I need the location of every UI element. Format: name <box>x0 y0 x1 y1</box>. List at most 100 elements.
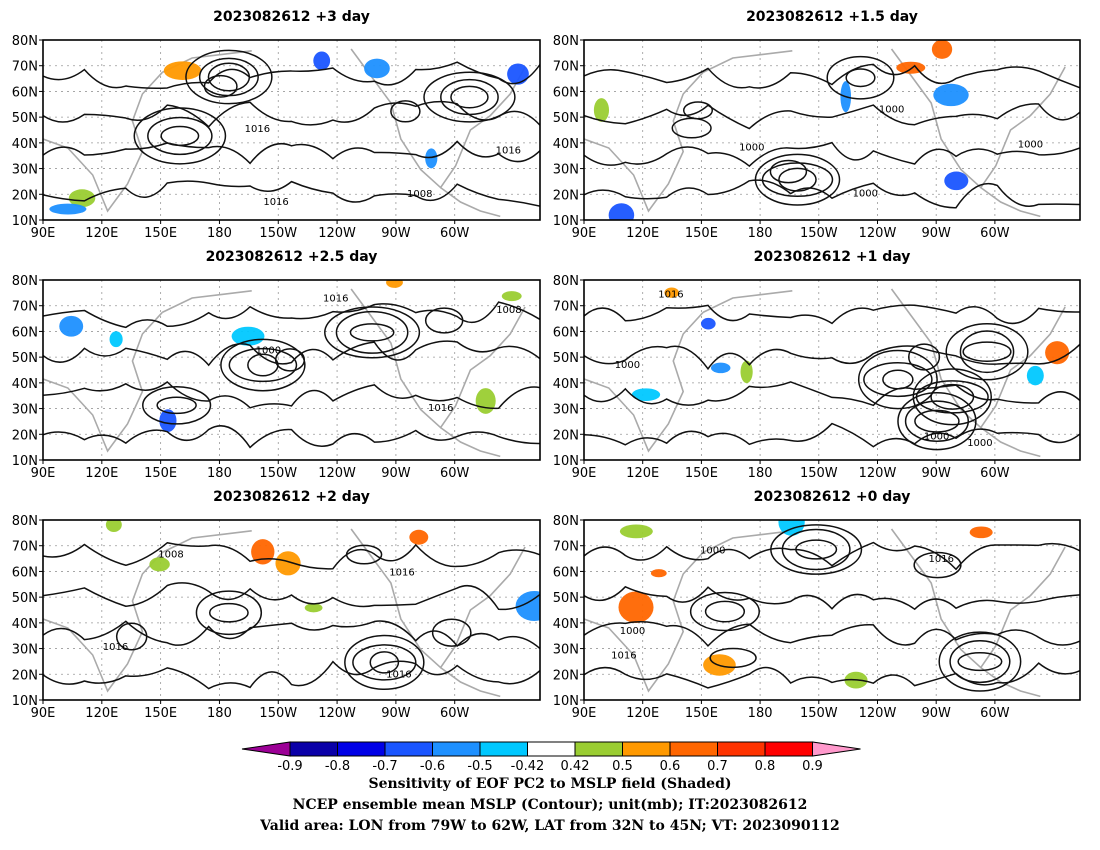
mslp-contour <box>142 385 212 425</box>
sensitivity-shade <box>631 388 661 401</box>
x-tick-label: 150W <box>259 706 297 721</box>
sensitivity-shade <box>969 526 993 539</box>
x-tick-label: 120W <box>318 226 356 241</box>
sensitivity-shade <box>608 203 635 220</box>
coastline <box>702 290 793 314</box>
x-tick-label: 180 <box>748 226 773 241</box>
sensitivity-shade <box>700 317 716 330</box>
panel-frame <box>583 279 1081 461</box>
x-tick-label: 60W <box>440 706 470 721</box>
y-tick-label: 40N <box>12 377 38 392</box>
sensitivity-shade <box>59 315 84 337</box>
caption-line-1: Sensitivity of EOF PC2 to MSLP field (Sh… <box>368 776 732 792</box>
y-tick-label: 70N <box>12 300 38 315</box>
panel-title: 2023082612 +0 day <box>754 489 911 505</box>
coastline <box>440 186 501 218</box>
y-tick-label: 20N <box>12 188 38 203</box>
y-tick-label: 60N <box>553 85 579 100</box>
contour-label: 1016 <box>389 567 414 578</box>
y-tick-label: 40N <box>553 377 579 392</box>
panel-title: 2023082612 +1 day <box>754 249 911 265</box>
colorbar-tick-label: 0.7 <box>707 759 728 774</box>
colorbar-tick-label: 0.6 <box>660 759 681 774</box>
mslp-contour <box>43 620 540 650</box>
contour-label: 1016 <box>103 642 128 653</box>
coastline <box>440 666 501 698</box>
contour-label: 1016 <box>428 403 453 414</box>
coastline <box>43 71 163 213</box>
colorbar-cell <box>384 741 433 757</box>
colorbar-cell <box>812 741 861 757</box>
contour-label: 1000 <box>853 189 878 200</box>
map-panel-2: 1000 1000 1000 1000 80N 70N 60N 50N 40N 30N 20N 10N… <box>553 9 1081 241</box>
mslp-contour <box>761 162 834 198</box>
mslp-contour <box>584 541 1080 571</box>
mslp-contour <box>43 61 540 89</box>
mslp-contour <box>959 330 1015 374</box>
panel-title: 2023082612 +2.5 day <box>206 249 378 265</box>
coastline <box>440 426 501 458</box>
mslp-contour <box>907 343 941 371</box>
sensitivity-shade <box>944 171 969 191</box>
x-tick-label: 120E <box>85 466 118 481</box>
x-tick-label: 150W <box>259 226 297 241</box>
panel-frame <box>583 519 1081 701</box>
map-panel-5: 1016 1016 1016 1008 80N 70N 60N 50N 40N 30N 20N 10N… <box>12 489 541 721</box>
mslp-contour <box>826 55 895 100</box>
mslp-contour <box>228 347 298 383</box>
sensitivity-shade <box>593 98 610 122</box>
mslp-contour <box>220 338 306 392</box>
y-tick-label: 30N <box>553 403 579 418</box>
contour-label: 1000 <box>620 626 645 637</box>
mslp-contour <box>945 322 1029 381</box>
mslp-contour <box>43 340 540 367</box>
x-tick-label: 180 <box>748 466 773 481</box>
mslp-contour <box>43 301 540 329</box>
mslp-contour <box>857 349 938 410</box>
x-tick-label: 150E <box>144 466 177 481</box>
mslp-contour <box>584 63 1080 89</box>
x-tick-label: 120E <box>626 466 659 481</box>
x-tick-label: 60W <box>980 706 1010 721</box>
coastline <box>584 71 704 213</box>
panel-title: 2023082612 +3 day <box>213 9 370 25</box>
mslp-contour <box>845 68 876 88</box>
colorbar-cell <box>432 741 481 757</box>
mslp-contour <box>704 600 746 623</box>
x-tick-label: 150E <box>144 706 177 721</box>
x-tick-label: 90E <box>31 226 56 241</box>
mslp-contour <box>962 341 1012 363</box>
mslp-contour <box>344 634 425 691</box>
sensitivity-shade <box>425 148 438 169</box>
x-tick-label: 120E <box>85 226 118 241</box>
y-tick-label: 20N <box>553 668 579 683</box>
mslp-contour <box>938 631 1022 692</box>
contour-label: 1016 <box>386 670 411 681</box>
colorbar-cell <box>574 741 623 757</box>
sensitivity-shade <box>159 409 177 433</box>
x-tick-label: 60W <box>980 226 1010 241</box>
x-tick-label: 120W <box>318 706 356 721</box>
contour-label: 1016 <box>323 294 348 305</box>
colorbar-cell <box>527 741 576 757</box>
y-tick-label: 60N <box>12 325 38 340</box>
y-tick-label: 70N <box>553 60 579 75</box>
panel-frame <box>42 519 541 701</box>
mslp-contour <box>584 179 1080 209</box>
x-tick-label: 150W <box>259 466 297 481</box>
x-tick-label: 90W <box>381 706 411 721</box>
mslp-contour <box>198 57 259 97</box>
x-tick-label: 180 <box>748 706 773 721</box>
mslp-contour <box>913 551 962 579</box>
y-tick-label: 70N <box>553 300 579 315</box>
y-tick-label: 50N <box>12 591 38 606</box>
x-tick-label: 150E <box>685 706 718 721</box>
x-tick-label: 60W <box>440 226 470 241</box>
mslp-contour <box>335 310 409 354</box>
panel-title: 2023082612 +2 day <box>213 489 370 505</box>
colorbar-cell <box>289 741 338 757</box>
x-tick-label: 90E <box>572 706 597 721</box>
mslp-contour <box>709 647 757 669</box>
mslp-contour <box>43 381 540 410</box>
